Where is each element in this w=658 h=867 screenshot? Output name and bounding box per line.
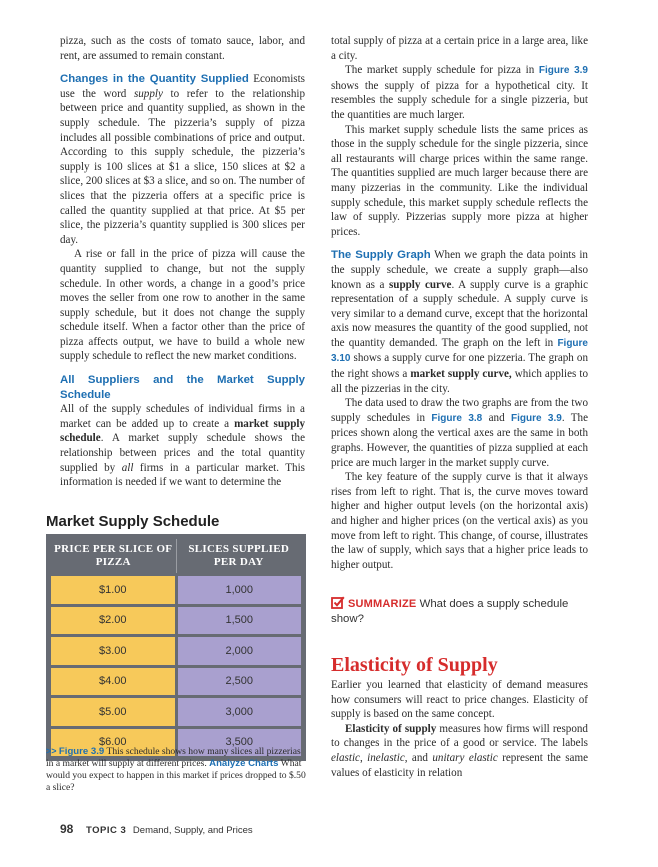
slices-cell: 2,000 <box>177 637 301 665</box>
figure-link: Figure 3.10 <box>331 337 588 365</box>
table-row: $3.00 2,000 <box>51 637 301 665</box>
table-row: $6.00 3,500 <box>51 728 301 756</box>
caption-figure-number: Figure 3.9 <box>58 746 105 757</box>
summarize-prompt: SUMMARIZE What does a supply schedule sh… <box>331 596 589 626</box>
topic-title: Demand, Supply, and Prices <box>132 825 253 836</box>
table-row: $2.00 1,500 <box>51 606 301 634</box>
figure-link: Figure 3.9 <box>510 412 562 424</box>
price-cell: $2.00 <box>51 606 175 634</box>
figure-caption: >> Figure 3.9 This schedule shows how ma… <box>46 745 308 794</box>
table-row: $1.00 1,000 <box>51 576 301 604</box>
price-cell: $6.00 <box>51 728 175 756</box>
figure-link: Figure 3.8 <box>431 412 483 424</box>
price-cell: $1.00 <box>51 576 175 604</box>
elasticity-paragraph-2: Elasticity of supply measures how firms … <box>331 722 589 779</box>
checkbox-check-icon <box>331 596 345 609</box>
slices-cell: 2,500 <box>177 667 301 695</box>
price-cell: $3.00 <box>51 637 175 665</box>
left-paragraph-4: All Suppliers and the Market Supply Sche… <box>60 374 306 489</box>
table-row: $4.00 2,500 <box>51 667 301 695</box>
header-slices: SLICES SUPPLIED PER DAY <box>188 543 290 568</box>
subheading-quantity-supplied: Changes in the Quantity Supplied <box>60 73 249 86</box>
page-number: 98 <box>60 822 74 836</box>
caption-question: What would you expect to happen in this … <box>46 758 306 793</box>
section-heading-elasticity: Elasticity of Supply <box>331 654 498 676</box>
topic-label: TOPIC 3 <box>86 825 127 836</box>
right-paragraph-1: total supply of pizza at a certain price… <box>331 35 588 62</box>
right-paragraph-5: The data used to draw the two graphs are… <box>331 397 588 469</box>
table-header: PRICE PER SLICE OF PIZZA SLICES SUPPLIED… <box>51 539 301 573</box>
right-paragraph-4: The Supply Graph When we graph the data … <box>331 249 589 395</box>
page-footer: 98 TOPIC 3 Demand, Supply, and Prices <box>60 822 253 836</box>
subheading-supply-graph: The Supply Graph <box>331 249 431 262</box>
price-cell: $5.00 <box>51 698 175 726</box>
price-cell: $4.00 <box>51 667 175 695</box>
right-paragraph-6: The key feature of the supply curve is t… <box>331 471 588 571</box>
right-column: total supply of pizza at a certain price… <box>331 34 588 572</box>
slices-cell: 1,500 <box>177 606 301 634</box>
slices-cell: 1,000 <box>177 576 301 604</box>
slices-cell: 3,000 <box>177 698 301 726</box>
figure-link: Figure 3.9 <box>538 65 588 77</box>
subheading-market-supply-schedule: All Suppliers and the Market Supply Sche… <box>60 374 305 401</box>
left-paragraph-3: A rise or fall in the price of pizza wil… <box>60 248 305 363</box>
summarize-question: What does a supply schedule show? <box>331 598 569 625</box>
right-paragraph-2: The market supply schedule for pizza in … <box>331 64 588 121</box>
right-paragraph-3: This market supply schedule lists the sa… <box>331 123 588 238</box>
elasticity-body: Earlier you learned that elasticity of d… <box>331 678 588 780</box>
left-paragraph-2: Changes in the Quantity Supplied Economi… <box>60 73 305 246</box>
left-column: pizza, such as the costs of tomato sauce… <box>60 34 305 490</box>
slices-cell: 3,500 <box>177 728 301 756</box>
table-row: $5.00 3,000 <box>51 698 301 726</box>
elasticity-paragraph-1: Earlier you learned that elasticity of d… <box>331 679 588 721</box>
caption-analyze-label: Analyze Charts <box>209 758 279 769</box>
summarize-label: SUMMARIZE <box>348 598 417 610</box>
header-price: PRICE PER SLICE OF PIZZA <box>51 539 177 573</box>
table-title: Market Supply Schedule <box>46 513 220 530</box>
market-supply-table: PRICE PER SLICE OF PIZZA SLICES SUPPLIED… <box>46 534 306 761</box>
caption-text: This schedule shows how many slices all … <box>46 746 301 769</box>
left-paragraph-1: pizza, such as the costs of tomato sauce… <box>60 35 305 62</box>
table-body: $1.00 1,000 $2.00 1,500 $3.00 2,000 $4.00 2,500… <box>51 576 301 756</box>
caption-arrow: >> <box>46 746 57 756</box>
